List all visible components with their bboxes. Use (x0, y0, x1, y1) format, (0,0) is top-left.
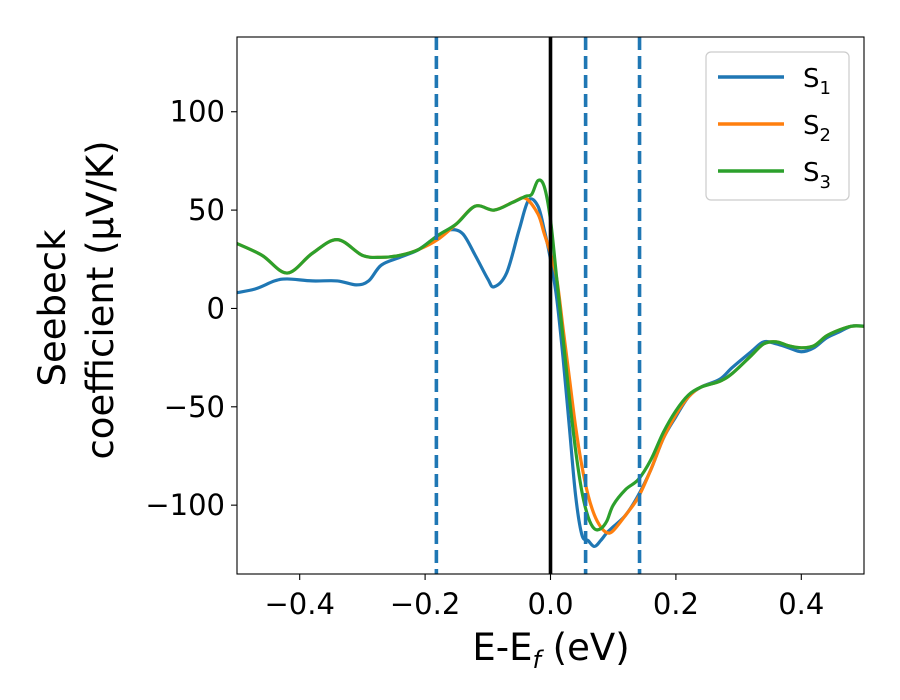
x-tick-label: −0.4 (264, 587, 334, 621)
x-axis-label: E-Ef (eV) (472, 626, 629, 674)
y-tick-label: 0 (207, 291, 225, 325)
plot-layer (237, 37, 864, 574)
legend-label-sub: 3 (820, 172, 831, 193)
x-axis-label-main: E-E (472, 626, 532, 669)
legend-label-main: S (803, 158, 820, 188)
x-tick-label: 0.0 (527, 587, 573, 621)
y-tick-label: 100 (170, 95, 225, 129)
axes-layer: −0.4 −0.2 0.0 0.2 0.4 100 50 0 −50 −100 (145, 36, 865, 621)
legend-box (705, 51, 850, 201)
y-axis-label-line1: Seebeck (31, 229, 74, 387)
x-tick-label: 0.2 (653, 587, 699, 621)
legend-label-s1: S1 (803, 64, 831, 99)
y-tick-label: 50 (188, 193, 225, 227)
legend-label-main: S (803, 111, 820, 141)
y-axis-label-line2: coefficient (μV/K) (79, 140, 122, 459)
legend-label-sub: 1 (820, 78, 831, 99)
plot-area (237, 37, 864, 574)
legend-label-sub: 2 (820, 125, 831, 146)
series-line-s1 (237, 197, 864, 549)
x-axis-label-unit: (eV) (541, 626, 630, 669)
legend-label-main: S (803, 64, 820, 94)
x-tick-label: 0.4 (778, 587, 824, 621)
y-tick-label: −100 (145, 488, 225, 522)
legend-label-s3: S3 (803, 158, 831, 193)
series-line-s3 (237, 178, 864, 532)
legend-label-s2: S2 (803, 111, 831, 146)
y-tick-label: −50 (164, 390, 225, 424)
x-tick-label: −0.2 (390, 587, 460, 621)
